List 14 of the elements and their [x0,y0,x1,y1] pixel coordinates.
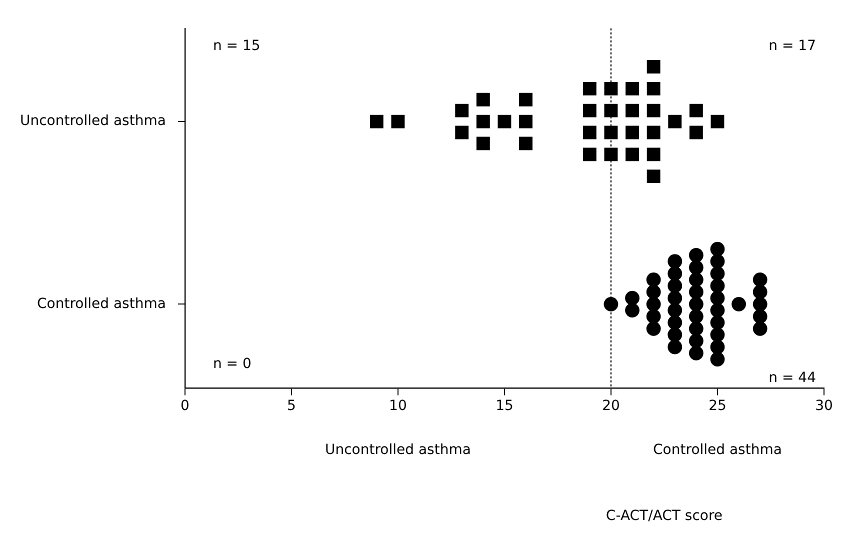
annotation: n = 15 [212,38,260,54]
x-tick-label: 0 [180,398,190,414]
text: Uncontrolled asthma [324,442,471,458]
text: C-ACT/ACT score [606,508,723,524]
x-tick-label: 30 [815,398,833,414]
x-tick-label: 25 [708,398,726,414]
annotation: n = 44 [768,370,816,386]
x-tick-label: 10 [389,398,407,414]
text: Controlled asthma [653,442,782,458]
x-tick-label: 5 [286,398,296,414]
x-tick-label: 20 [602,398,620,414]
annotation: n = 17 [768,38,816,54]
annotation: n = 0 [212,356,252,372]
x-tick-label: 15 [496,398,514,414]
